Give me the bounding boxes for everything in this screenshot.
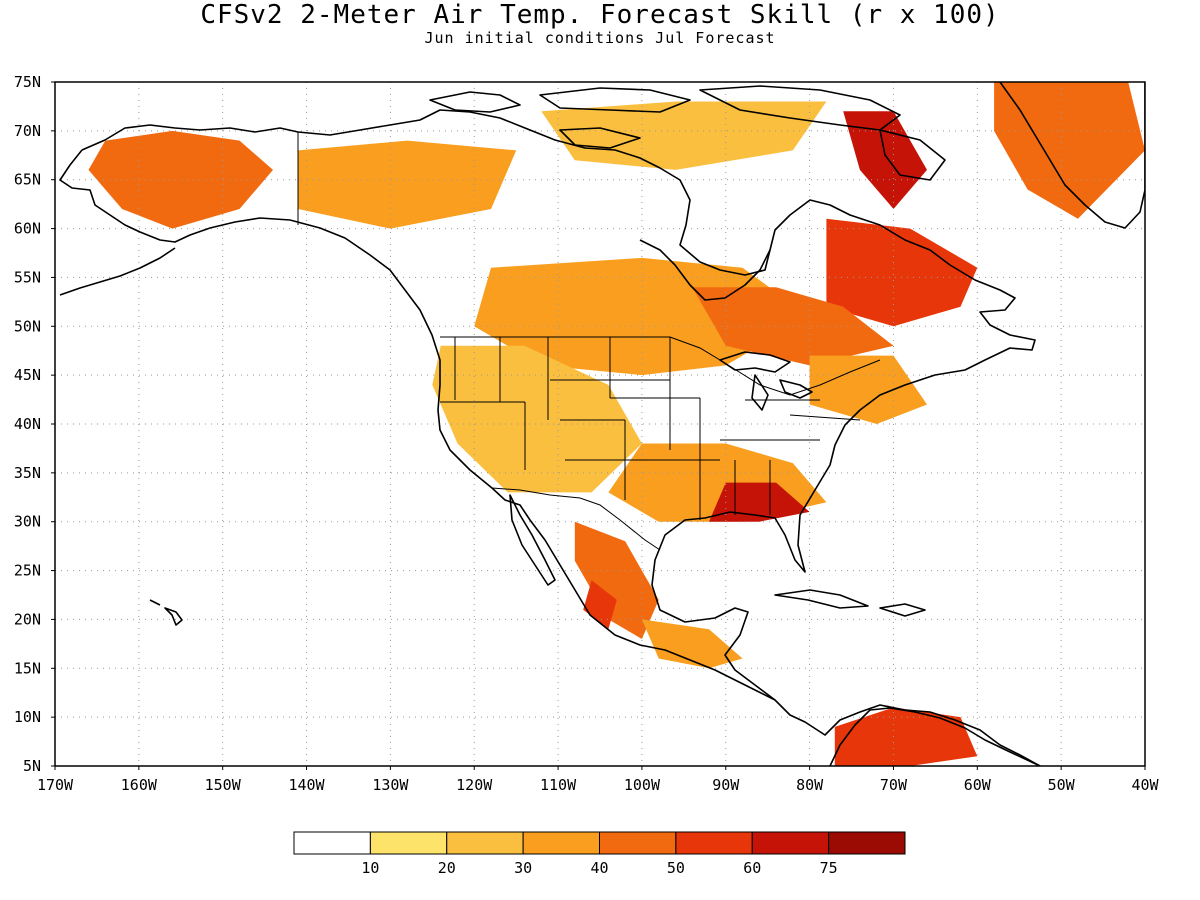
colorbar-bin — [522, 831, 600, 855]
lat-label: 70N — [14, 122, 41, 140]
colorbar-label: 30 — [514, 859, 532, 877]
colorbar-label: 20 — [438, 859, 456, 877]
lon-label: 60W — [964, 776, 992, 794]
us-mexico-border — [491, 487, 661, 551]
lon-label: 100W — [624, 776, 661, 794]
chart-subtitle: Jun initial conditions Jul Forecast — [424, 29, 776, 47]
longitude-tick-labels: 170W 160W 150W 140W 130W 120W 110W 100W 90W 80W 70… — [37, 766, 1160, 794]
chart-title: CFSv2 2-Meter Air Temp. Forecast Skill (… — [200, 0, 1000, 30]
colorbar: 10 20 30 40 50 60 75 — [293, 831, 906, 877]
colorbar-label: 75 — [820, 859, 838, 877]
cuba — [774, 589, 869, 609]
colorbar-bin — [293, 831, 371, 855]
colorbar-bin — [675, 831, 753, 855]
skill-region-4 — [826, 218, 978, 327]
colorbar-bin — [828, 831, 906, 855]
graticule-gridlines — [55, 82, 1145, 766]
hispaniola — [879, 603, 926, 617]
lat-label: 40N — [14, 415, 41, 433]
great-lakes — [719, 351, 813, 411]
skill-region-12 — [583, 580, 617, 630]
colorbar-bin — [599, 831, 677, 855]
colorbar-label: 40 — [590, 859, 608, 877]
lon-label: 140W — [288, 776, 325, 794]
skill-region-13 — [641, 619, 743, 669]
north-america-west-coast — [289, 219, 776, 701]
greenland-coast — [999, 82, 1145, 229]
skill-region-14 — [834, 707, 978, 766]
skill-region-1 — [298, 140, 517, 229]
colorbar-label: 10 — [361, 859, 379, 877]
lat-label: 10N — [14, 708, 41, 726]
alaska-coast — [59, 149, 291, 243]
skill-region-0 — [88, 130, 273, 229]
lat-label: 30N — [14, 513, 41, 531]
skill-region-7 — [692, 287, 894, 366]
skill-region-8 — [432, 345, 642, 493]
latitude-tick-labels: 75N 70N 65N 60N 55N 50N 45N 40N 35N 30N 25N 20N 15N 1… — [14, 73, 55, 775]
us-state-lines — [440, 337, 861, 520]
colorbar-bin — [446, 831, 524, 855]
lat-label: 50N — [14, 317, 41, 335]
skill-region-5 — [994, 82, 1145, 219]
skill-region-2 — [541, 101, 827, 170]
lon-label: 90W — [712, 776, 740, 794]
lat-label: 75N — [14, 73, 41, 91]
lat-label: 5N — [23, 757, 41, 775]
lon-label: 120W — [456, 776, 493, 794]
skill-region-11 — [574, 521, 659, 639]
lon-label: 40W — [1131, 776, 1159, 794]
lon-label: 150W — [205, 776, 242, 794]
lat-label: 60N — [14, 220, 41, 238]
lat-label: 35N — [14, 464, 41, 482]
political-boundaries — [297, 132, 881, 551]
colorbar-bin — [751, 831, 830, 855]
hudson-bay — [639, 239, 771, 301]
skill-region-15 — [809, 355, 927, 424]
aleutian-chain — [59, 247, 176, 296]
arctic-islands — [429, 85, 946, 181]
lon-label: 110W — [540, 776, 577, 794]
south-america-coast — [829, 707, 1041, 766]
lon-label: 160W — [121, 776, 158, 794]
lat-label: 20N — [14, 610, 41, 628]
baja-california — [509, 494, 556, 586]
lat-label: 55N — [14, 268, 41, 286]
colorbar-label: 50 — [667, 859, 685, 877]
lat-label: 65N — [14, 171, 41, 189]
colorbar-label: 60 — [743, 859, 761, 877]
lon-label: 170W — [37, 776, 74, 794]
colorbar-bin — [369, 831, 448, 855]
coastline-outlines — [59, 82, 1145, 766]
lat-label: 15N — [14, 659, 41, 677]
hawaii-islands — [149, 599, 183, 626]
lon-label: 50W — [1048, 776, 1076, 794]
lon-label: 130W — [372, 776, 409, 794]
lat-label: 25N — [14, 562, 41, 580]
north-america-coastline — [81, 109, 1041, 766]
lon-label: 80W — [796, 776, 824, 794]
lon-label: 70W — [880, 776, 908, 794]
canada-us-border — [440, 336, 881, 396]
lat-label: 45N — [14, 366, 41, 384]
skill-shading-layer — [88, 82, 1145, 766]
